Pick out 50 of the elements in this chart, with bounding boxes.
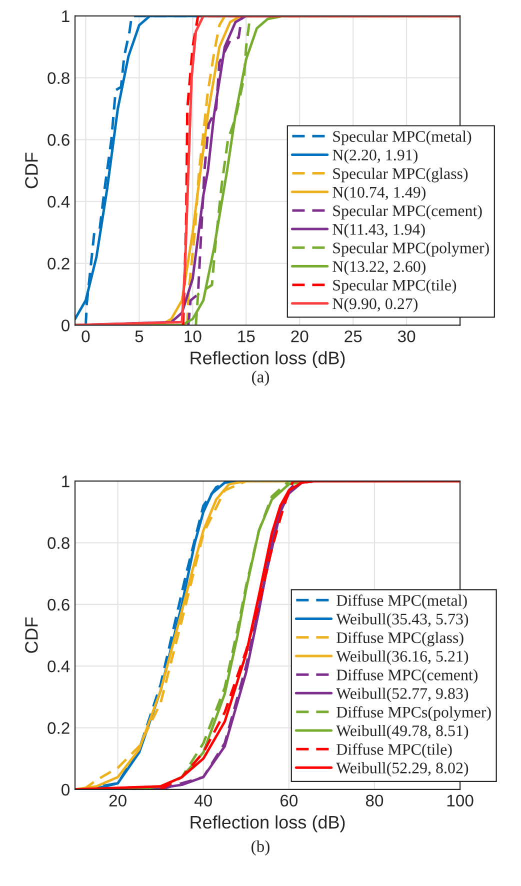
legend-label: Weibull(52.29, 8.02) [336, 762, 468, 777]
legend-label: N(2.20, 1.91) [332, 149, 418, 164]
legend-label: N(10.74, 1.49) [332, 186, 426, 201]
y-tick-label: 0.6 [48, 598, 70, 611]
y-tick-label: 0.8 [48, 72, 70, 84]
x-tick-label: 20 [109, 794, 126, 807]
legend-label: Weibull(52.77, 9.83) [336, 688, 468, 702]
legend-label: Diffuse MPC(metal) [336, 594, 467, 610]
legend-label: Weibull(49.78, 8.51) [336, 724, 468, 740]
x-tick-label: 0 [82, 330, 90, 342]
x-tick-label: 100 [447, 794, 474, 807]
y-tick-label: 0.2 [48, 722, 70, 734]
legend-label: N(11.43, 1.94) [332, 224, 425, 238]
legend-label: Specular MPC(glass) [333, 168, 468, 182]
x-tick-label: 10 [184, 330, 202, 342]
legend-label: Weibull(36.16, 5.21) [336, 650, 468, 665]
x-tick-label: 60 [280, 794, 298, 807]
y-tick-label: 0.4 [48, 660, 70, 672]
y-axis-title: CDF [25, 617, 38, 653]
y-tick-label: 0.2 [48, 258, 70, 270]
x-tick-label: 25 [344, 330, 362, 342]
x-tick-label: 80 [366, 794, 384, 807]
legend-label: Weibull(35.43, 5.73) [336, 613, 468, 628]
legend-label: Specular MPC(cement) [333, 204, 482, 220]
y-tick-label: 1 [62, 476, 70, 488]
y-tick-label: 0.8 [48, 537, 70, 549]
x-tick-label: 30 [398, 330, 416, 342]
y-tick-label: 0.6 [48, 134, 70, 146]
y-tick-label: 1 [62, 10, 70, 22]
x-axis-title: Reflection loss (dB) [190, 815, 345, 832]
x-tick-label: 15 [238, 330, 255, 342]
y-tick-label: 0 [62, 784, 70, 796]
legend-label: N(9.90, 0.27) [332, 298, 418, 312]
legend-label: Diffuse MPCs(polymer) [336, 706, 491, 721]
legend-label: Specular MPC(polymer) [333, 242, 489, 257]
legend-label: Diffuse MPC(cement) [336, 668, 478, 684]
x-axis-title: Reflection loss (dB) [190, 351, 345, 368]
x-tick-label: 20 [291, 330, 308, 342]
y-axis-title: CDF [25, 152, 38, 188]
y-tick-label: 0 [62, 320, 70, 332]
x-tick-label: 5 [135, 330, 144, 342]
text: (b) [252, 840, 270, 856]
text: (a) [252, 370, 270, 386]
legend-label: Diffuse MPC(tile) [336, 743, 452, 758]
x-tick-label: 40 [194, 794, 212, 807]
y-tick-label: 0.4 [48, 196, 70, 208]
legend-label: Specular MPC(tile) [333, 279, 456, 294]
legend-label: Diffuse MPC(glass) [336, 632, 464, 646]
legend-label: Specular MPC(metal) [333, 130, 472, 146]
legend-label: N(13.22, 2.60) [332, 260, 426, 276]
